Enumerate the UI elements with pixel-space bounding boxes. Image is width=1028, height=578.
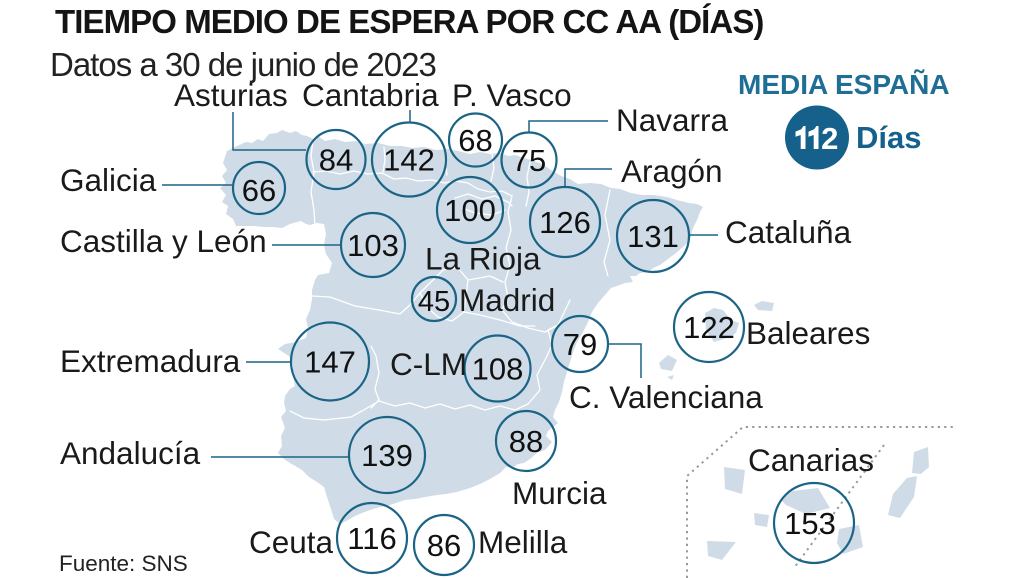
svg-text:Días: Días — [856, 120, 921, 155]
svg-text:45: 45 — [418, 286, 450, 318]
svg-text:131: 131 — [627, 219, 679, 254]
svg-text:P. Vasco: P. Vasco — [452, 77, 572, 113]
svg-text:75: 75 — [512, 143, 546, 178]
svg-text:Asturias: Asturias — [174, 77, 288, 113]
svg-text:TIEMPO MEDIO DE ESPERA POR CC: TIEMPO MEDIO DE ESPERA POR CC AA (DÍAS) — [55, 3, 764, 40]
svg-text:Cataluña: Cataluña — [725, 214, 852, 250]
svg-text:La Rioja: La Rioja — [425, 241, 541, 277]
svg-text:139: 139 — [361, 438, 413, 473]
svg-text:86: 86 — [427, 528, 461, 563]
svg-text:Fuente: SNS: Fuente: SNS — [59, 551, 188, 576]
svg-text:66: 66 — [242, 173, 276, 208]
svg-text:108: 108 — [472, 352, 524, 387]
svg-text:100: 100 — [444, 193, 496, 228]
svg-text:68: 68 — [458, 123, 492, 158]
svg-text:Melilla: Melilla — [478, 524, 568, 560]
svg-text:Datos a 30 de junio de 2023: Datos a 30 de junio de 2023 — [50, 46, 436, 83]
svg-text:142: 142 — [383, 143, 435, 178]
svg-text:Aragón: Aragón — [621, 153, 723, 189]
svg-text:Canarias: Canarias — [748, 442, 874, 478]
svg-text:Ceuta: Ceuta — [249, 524, 334, 560]
svg-text:Andalucía: Andalucía — [60, 435, 201, 471]
svg-text:116: 116 — [347, 521, 396, 556]
svg-text:Murcia: Murcia — [512, 475, 607, 511]
svg-text:Cantabria: Cantabria — [302, 77, 439, 113]
svg-text:C-LM: C-LM — [390, 346, 467, 382]
svg-text:79: 79 — [563, 327, 597, 362]
svg-text:84: 84 — [319, 143, 353, 178]
svg-text:Navarra: Navarra — [616, 102, 729, 138]
svg-text:103: 103 — [347, 228, 399, 263]
svg-text:122: 122 — [683, 310, 735, 345]
svg-text:153: 153 — [784, 506, 836, 541]
svg-text:Extremadura: Extremadura — [60, 343, 241, 379]
svg-text:126: 126 — [539, 205, 591, 240]
svg-text:Baleares: Baleares — [746, 315, 870, 351]
svg-text:Galicia: Galicia — [60, 162, 157, 198]
svg-text:C. Valenciana: C. Valenciana — [569, 379, 763, 415]
svg-text:2: 2 — [821, 121, 838, 156]
svg-text:Castilla y León: Castilla y León — [60, 223, 267, 259]
svg-text:MEDIA ESPAÑA: MEDIA ESPAÑA — [738, 69, 950, 100]
svg-text:88: 88 — [509, 424, 543, 459]
svg-text:147: 147 — [304, 345, 356, 380]
svg-text:Madrid: Madrid — [459, 282, 555, 318]
